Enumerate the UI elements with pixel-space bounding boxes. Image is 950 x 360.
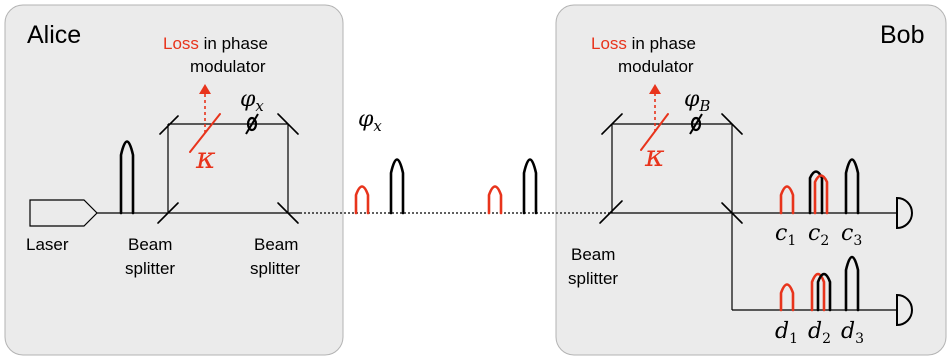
channel-phase-label: φx [358,107,382,135]
channel-pulse-red-1 [354,185,370,215]
d1-pulse [779,283,795,312]
bob-mirror-top-left [601,113,623,135]
bob-loss-text-line2: modulator [618,57,694,76]
c1-pulse [779,185,795,215]
laser-label: Laser [26,235,69,254]
laser-source [29,199,98,227]
detector-c [896,196,913,230]
alice-kappa: κ [195,141,216,176]
d3-pulse [844,255,860,312]
channel-pulse-black-1 [389,158,405,215]
alice-phase-modulator [246,116,258,132]
d1-label: d1 [775,319,798,347]
bob-mirror-top-right [721,113,743,135]
bob-kappa: κ [644,139,665,174]
alice-beam-splitter-2 [277,202,299,224]
channel-pulse-red-2 [487,185,503,215]
alice-bs2-label-line2: splitter [250,259,300,278]
c2-pulse-black [808,170,824,215]
alice-loss-text-line2: modulator [190,57,266,76]
bob-loss-text: Loss in phase [591,34,696,53]
alice-bs1-label-line2: splitter [125,259,175,278]
alice-panel [4,4,344,356]
bob-beam-splitter-1 [599,200,623,224]
laser-pulse [119,140,135,215]
alice-phase-label: φx [240,87,264,115]
alice-loss-arrowhead [199,84,211,94]
bob-phase-modulator [690,116,702,132]
alice-loss-text: Loss in phase [163,34,268,53]
c3-label: c3 [841,221,862,249]
bob-phase-modulator-slash [689,113,703,135]
alice-title: Alice [27,21,81,49]
c2-label: c2 [808,221,829,249]
bob-bs-label-line1: Beam [571,245,615,264]
d2-pulse-red [810,272,826,312]
c2-pulse-red [813,174,829,215]
bob-phase-label: φB [684,87,710,115]
c1-label: c1 [775,221,796,249]
channel-pulse-black-2 [522,158,538,215]
alice-mirror-top-left [159,115,179,135]
d2-label: d2 [808,319,831,347]
bob-beam-splitter-2 [721,202,743,224]
alice-bs2-label-line1: Beam [254,235,298,254]
bob-loss-arrowhead [649,84,661,94]
bob-panel [555,4,947,356]
alice-bs1-label-line1: Beam [128,235,172,254]
alice-phase-modulator-slash [245,113,259,135]
alice-beam-splitter-1 [157,202,179,224]
d2-pulse-black [816,272,832,312]
c3-pulse [844,158,860,215]
alice-mirror-top-right [277,113,299,135]
detector-d [896,293,913,327]
bob-title: Bob [880,21,924,49]
bob-bs-label-line2: splitter [568,269,618,288]
d3-label: d3 [841,319,864,347]
